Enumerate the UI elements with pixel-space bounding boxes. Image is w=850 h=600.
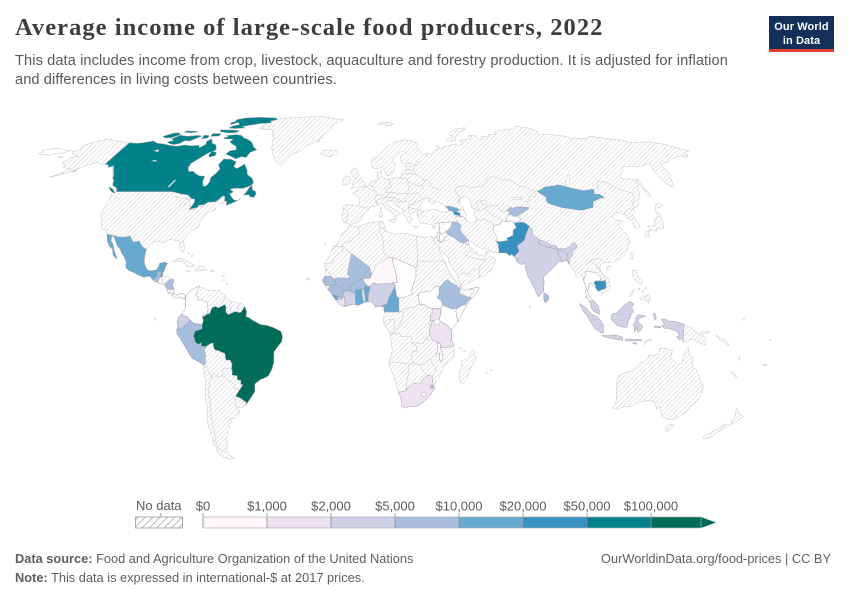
svg-text:$10,000: $10,000 (436, 499, 483, 514)
svg-text:$50,000: $50,000 (564, 499, 611, 514)
svg-text:$20,000: $20,000 (500, 499, 547, 514)
svg-text:$100,000: $100,000 (624, 499, 678, 514)
svg-text:$5,000: $5,000 (375, 499, 415, 514)
svg-text:$2,000: $2,000 (311, 499, 351, 514)
svg-text:No data: No data (136, 498, 182, 513)
svg-text:$1,000: $1,000 (247, 499, 287, 514)
svg-text:$0: $0 (196, 499, 210, 514)
